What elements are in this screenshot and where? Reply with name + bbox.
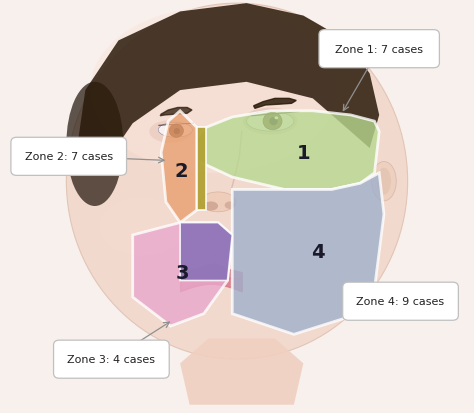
Ellipse shape [377,169,391,195]
Text: Zone 2: 7 cases: Zone 2: 7 cases [25,152,113,162]
Ellipse shape [225,202,235,209]
FancyBboxPatch shape [54,340,169,378]
Ellipse shape [204,202,218,211]
Text: 1: 1 [297,143,310,162]
Ellipse shape [269,118,278,126]
Ellipse shape [158,123,192,138]
Text: 3: 3 [176,263,189,282]
Polygon shape [254,99,296,109]
Ellipse shape [289,190,356,240]
Polygon shape [180,339,303,405]
Ellipse shape [66,83,123,206]
Polygon shape [197,128,206,211]
Polygon shape [133,223,232,326]
Ellipse shape [263,113,282,131]
Ellipse shape [169,125,183,138]
Ellipse shape [200,192,236,212]
Ellipse shape [173,128,180,135]
Ellipse shape [149,121,192,143]
FancyBboxPatch shape [11,138,127,176]
Text: 2: 2 [174,162,188,181]
Ellipse shape [372,162,396,202]
Text: Zone 3: 4 cases: Zone 3: 4 cases [67,354,155,364]
Ellipse shape [100,198,185,256]
Ellipse shape [90,8,337,173]
Text: Zone 1: 7 cases: Zone 1: 7 cases [335,45,423,55]
FancyBboxPatch shape [343,282,458,320]
Ellipse shape [66,4,408,359]
Polygon shape [197,112,379,190]
Ellipse shape [243,109,297,135]
Text: 4: 4 [311,242,324,261]
FancyBboxPatch shape [319,31,439,69]
Polygon shape [232,173,384,335]
Polygon shape [180,223,232,281]
Polygon shape [160,108,192,116]
Ellipse shape [274,117,278,120]
Polygon shape [161,112,197,223]
Text: Zone 4: 9 cases: Zone 4: 9 cases [356,297,445,306]
Ellipse shape [246,112,294,132]
Polygon shape [76,4,379,165]
